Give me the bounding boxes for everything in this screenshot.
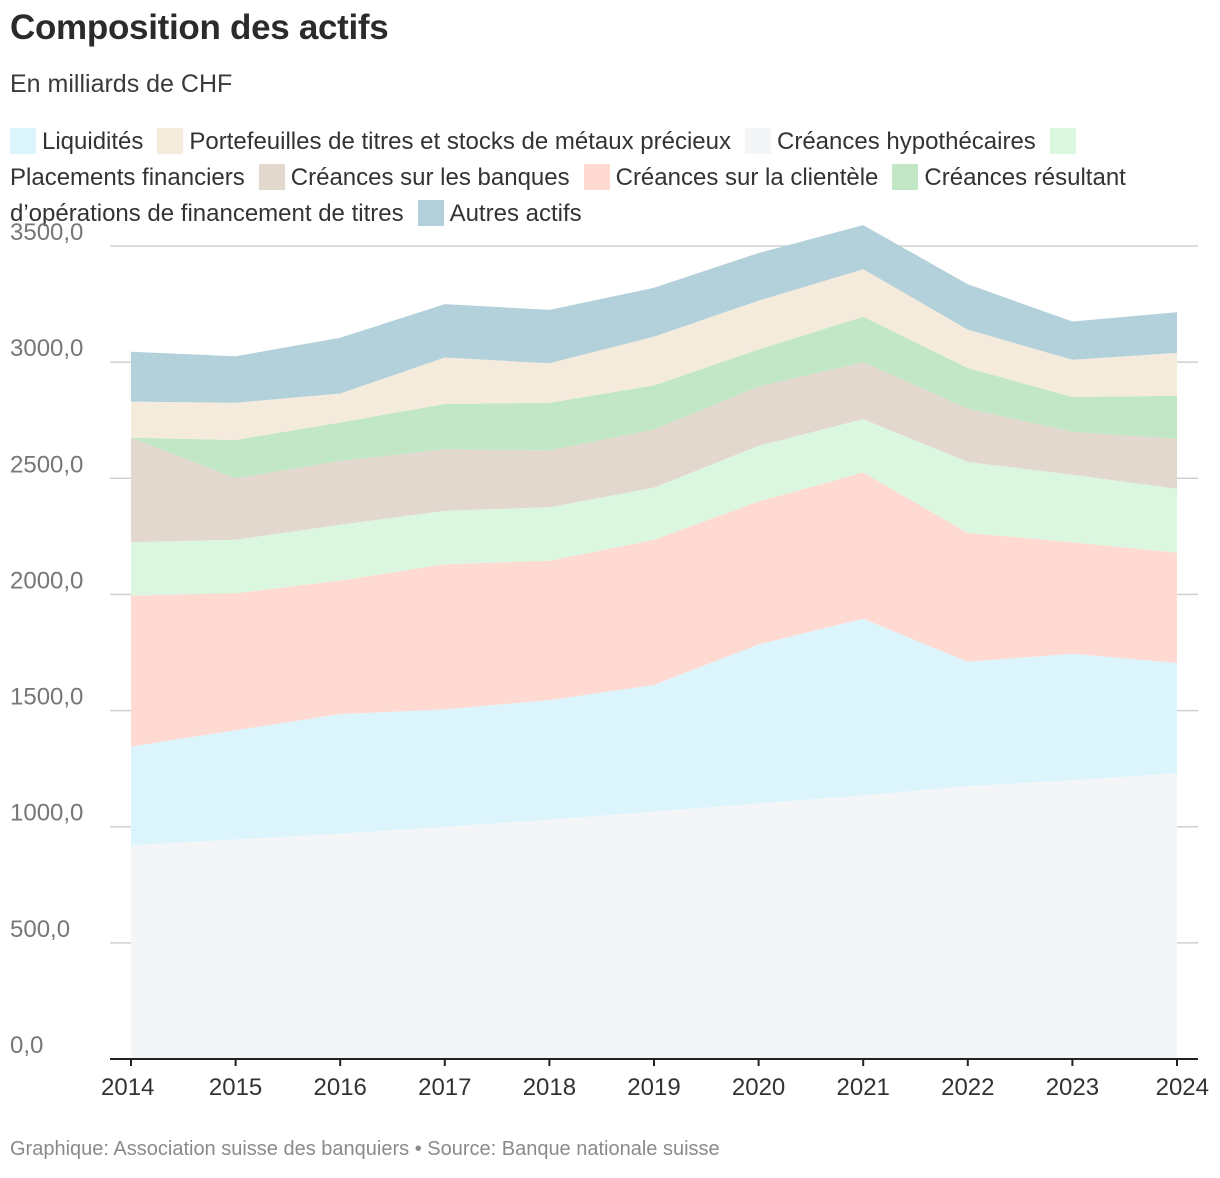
legend-label: Liquidités [42, 128, 144, 155]
legend-label: Créances résultant d’opérations de finan… [10, 164, 1126, 227]
y-tick-label: 1000,0 [10, 800, 83, 827]
y-tick-label: 500,0 [10, 916, 70, 943]
legend-swatch [157, 128, 184, 154]
x-tick-label: 2021 [837, 1074, 890, 1101]
stacked-area-chart: 0,0 500,0 1000,0 1500,0 2000,0 2500,0 3000,0 35… [10, 219, 1209, 1101]
y-tick-label: 1500,0 [10, 684, 83, 711]
y-tick-label: 3000,0 [10, 335, 83, 362]
area-portefeuilles-de-titres-et-stocks-de-metaux-precieux [131, 269, 1177, 440]
area-liquidites [131, 618, 1177, 846]
x-tick-label: 2018 [523, 1074, 576, 1101]
area-autres-actifs [131, 225, 1177, 403]
legend-label: Créances sur les banques [290, 164, 570, 191]
y-tick-label: 2000,0 [10, 567, 83, 594]
x-tick-label: 2023 [1046, 1074, 1099, 1101]
x-tick-label: 2024 [1156, 1074, 1209, 1101]
legend-swatch [583, 164, 610, 190]
legend-label: Créances sur la clientèle [615, 164, 879, 191]
source-footer: Graphique: Association suisse des banqui… [10, 1138, 720, 1160]
legend-item: Créances sur les banques [258, 164, 570, 191]
area-placements-financiers [131, 419, 1177, 596]
legend-swatch [258, 164, 285, 190]
legend-swatch [745, 128, 771, 154]
legend: Liquidités Portefeuilles de titres et sto… [10, 124, 1200, 232]
legend-label: Créances hypothécaires [777, 128, 1036, 155]
x-tick-label: 2015 [209, 1074, 262, 1101]
area-creances-resultant-d-operations-de-financement-de-titres [131, 316, 1177, 479]
legend-item: Liquidités [10, 128, 143, 155]
legend-label: Placements financiers [10, 164, 245, 191]
legend-swatch [10, 128, 36, 154]
legend-item: Autres actifs [417, 200, 582, 227]
legend-item: Créances sur la clientèle [583, 164, 879, 191]
chart-subtitle: En milliards de CHF [10, 70, 233, 98]
area-series [131, 225, 1177, 1059]
legend-label: Autres actifs [449, 200, 582, 227]
legend-swatch [417, 200, 444, 226]
legend-swatch [892, 164, 919, 190]
area-creances-sur-la-clientele [131, 472, 1177, 747]
y-tick-label: 0,0 [10, 1032, 43, 1059]
legend-label: Portefeuilles de titres et stocks de mét… [189, 128, 731, 155]
chart-title: Composition des actifs [10, 8, 389, 47]
x-tick-label: 2014 [101, 1074, 154, 1101]
legend-item: Créances résultant d’opérations de finan… [10, 164, 1126, 227]
legend-item: Créances hypothécaires [745, 128, 1036, 155]
legend-item: Placements financiers [10, 128, 1082, 191]
x-tick-label: 2017 [418, 1074, 471, 1101]
y-tick-label: 3500,0 [10, 219, 83, 246]
y-tick-label: 2500,0 [10, 451, 83, 478]
x-tick-label: 2022 [941, 1074, 994, 1101]
legend-swatch [1049, 128, 1076, 154]
x-tick-label: 2020 [732, 1074, 785, 1101]
legend-item: Portefeuilles de titres et stocks de mét… [157, 128, 731, 155]
area-creances-sur-les-banques [131, 362, 1177, 543]
x-tick-label: 2016 [314, 1074, 367, 1101]
axes: 2014 2015 2016 2017 2018 2019 2020 2021 2022 2023… [101, 1058, 1209, 1101]
x-tick-label: 2019 [627, 1074, 680, 1101]
area-creances-hypothecaires [131, 773, 1177, 1059]
